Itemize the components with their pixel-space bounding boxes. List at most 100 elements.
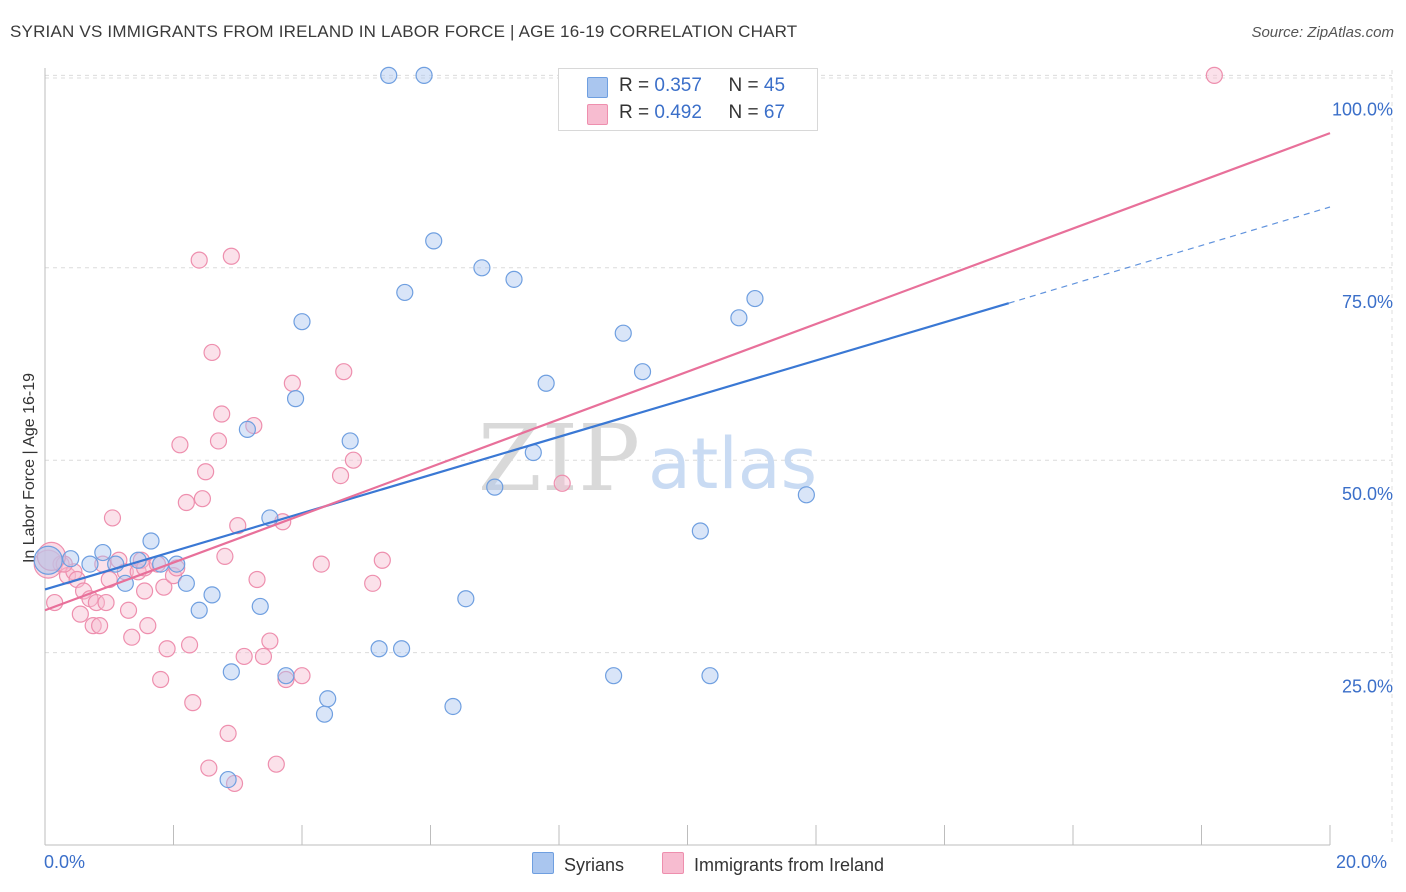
data-point — [701, 667, 719, 685]
data-point — [97, 593, 115, 612]
data-point — [94, 543, 112, 562]
data-point — [633, 363, 652, 381]
r-value-ireland: 0.492 — [654, 102, 702, 123]
data-point — [537, 374, 555, 392]
r-value-syrians: 0.357 — [654, 75, 702, 96]
data-point — [1205, 66, 1223, 84]
data-point — [238, 420, 256, 439]
n-value-ireland: 67 — [763, 102, 786, 123]
r-label: R = — [619, 102, 650, 123]
y-tick-label: 100.0% — [1332, 99, 1393, 119]
legend-item-ireland: Immigrants from Ireland — [662, 852, 884, 876]
data-point — [319, 690, 337, 708]
data-point — [71, 605, 89, 623]
legend-row-ireland: R = 0.492 N = 67 — [619, 102, 785, 124]
data-point — [91, 617, 109, 635]
data-point — [203, 586, 221, 604]
data-point — [190, 601, 208, 619]
trend-lines — [44, 132, 1331, 612]
data-point — [331, 466, 350, 485]
series-ireland-points — [33, 66, 1223, 793]
legend-swatch-ireland — [662, 852, 684, 874]
data-point — [119, 601, 138, 619]
data-point — [222, 247, 240, 265]
data-point — [730, 309, 748, 327]
trend-line — [44, 302, 1010, 591]
data-point — [553, 474, 571, 492]
legend-item-syrians: Syrians — [532, 852, 624, 876]
data-point — [505, 270, 523, 288]
data-point — [473, 259, 491, 277]
data-point — [746, 289, 764, 308]
data-point — [219, 724, 237, 743]
series-syrians-points — [33, 66, 815, 789]
data-point — [797, 486, 815, 504]
data-point — [335, 363, 353, 381]
data-point — [457, 590, 475, 608]
data-point — [286, 390, 305, 408]
data-point — [344, 451, 362, 469]
data-point — [370, 640, 388, 658]
data-point — [486, 478, 504, 496]
data-point — [123, 628, 141, 646]
data-point — [614, 324, 632, 342]
data-point — [84, 617, 102, 635]
data-point — [254, 647, 273, 666]
data-point — [396, 283, 414, 302]
data-point — [277, 670, 295, 689]
data-point — [142, 532, 160, 550]
data-point — [373, 551, 391, 569]
data-point — [87, 593, 106, 612]
data-point — [171, 436, 189, 454]
watermark-zip: ZIP — [478, 405, 640, 512]
legend-row-syrians: R = 0.357 N = 45 — [619, 75, 785, 97]
trend-line — [44, 132, 1331, 612]
y-tick-label: 75.0% — [1342, 292, 1393, 312]
data-point — [193, 490, 212, 508]
data-point — [235, 647, 253, 666]
data-point — [33, 545, 63, 575]
chart-title: SYRIAN VS IMMIGRANTS FROM IRELAND IN LAB… — [10, 22, 798, 41]
data-point — [283, 374, 301, 392]
data-point — [184, 694, 202, 712]
trend-line-extension — [1008, 206, 1331, 304]
data-point — [392, 640, 411, 658]
data-point — [380, 66, 398, 84]
y-tick-label: 50.0% — [1342, 484, 1393, 504]
data-point — [62, 550, 80, 568]
n-value-syrians: 45 — [763, 75, 786, 96]
data-point — [293, 313, 311, 331]
data-point — [190, 251, 208, 269]
data-point — [251, 597, 269, 616]
x-tick-min: 0.0% — [44, 852, 86, 872]
data-point — [197, 463, 215, 481]
data-point — [425, 232, 443, 250]
data-point — [605, 667, 623, 685]
data-point — [203, 343, 221, 362]
data-point — [177, 574, 195, 592]
r-label: R = — [619, 75, 650, 96]
data-point — [213, 405, 231, 423]
data-point — [135, 582, 154, 600]
data-point — [103, 509, 122, 527]
data-point — [229, 517, 247, 535]
data-point — [444, 697, 462, 716]
data-point — [139, 617, 157, 635]
y-tick-label: 25.0% — [1342, 677, 1393, 697]
watermark: ZIP atlas — [478, 405, 817, 512]
data-point — [248, 570, 266, 589]
data-point — [315, 705, 334, 723]
source-label: Source: ZipAtlas.com — [1251, 24, 1394, 41]
data-point — [267, 755, 285, 773]
legend-label-syrians: Syrians — [564, 855, 625, 875]
data-point — [152, 670, 170, 689]
legend-label-ireland: Immigrants from Ireland — [694, 855, 885, 875]
watermark-atlas: atlas — [648, 423, 817, 505]
data-point — [312, 555, 330, 573]
y-tick-labels: 25.0% 50.0% 75.0% 100.0% — [1332, 99, 1393, 696]
data-point — [341, 432, 359, 450]
axes — [44, 68, 1331, 846]
data-point — [177, 493, 195, 512]
gridlines — [45, 70, 1393, 845]
